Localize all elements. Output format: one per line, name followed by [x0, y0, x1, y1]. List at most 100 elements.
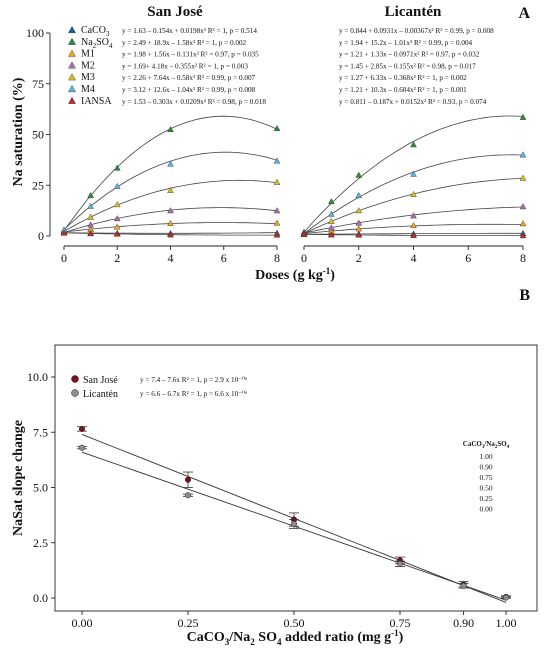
x-axis-label-b-b-sub: 2	[250, 637, 255, 647]
x-axis-label-b-b: /Na	[228, 630, 250, 645]
data-point-san-jose-6	[273, 231, 281, 238]
data-point-san-jose-5	[273, 157, 281, 164]
data-point-san-jose-5	[87, 202, 94, 209]
data-point-san-jose-4	[273, 178, 281, 185]
data-point-licanten-4	[328, 217, 335, 224]
y-tick-label-a: 100	[26, 26, 44, 40]
data-point-san-jose-2	[113, 223, 121, 230]
legend-label-6: IANSA	[81, 96, 112, 107]
ratio-legend-title: CaCO3/Na2SO4	[463, 440, 510, 450]
facet-title-san-jose: San José	[147, 4, 203, 20]
x-axis-label-b-e: )	[399, 630, 404, 645]
equation-san-jose-1: y = 2.49 + 18.9x – 1.58x² R² = 1, p = 0.…	[122, 39, 247, 47]
data-point-licanten-1	[410, 141, 417, 148]
equation-san-jose-3: y = 1.69+ 4.18x – 0.355x² R² = 1, p = 0.…	[122, 62, 248, 70]
legend-marker-4	[68, 73, 76, 81]
legend-label-2: M1	[81, 49, 95, 60]
x-axis-label-a: Doses (g kg-1)	[255, 266, 335, 283]
x-axis-label-a-sup: -1	[323, 266, 331, 276]
x-tick-label-san-jose: 6	[221, 251, 227, 265]
data-point-licanten-6	[300, 230, 308, 237]
legend-label-sub2: 4	[109, 42, 113, 50]
data-point-san-jose-3	[87, 221, 94, 228]
x-tick-label-san-jose: 0	[61, 251, 67, 265]
x-axis-label-b-a: CaCO	[187, 630, 225, 645]
data-point-licanten-2	[519, 220, 527, 227]
data-point-licanten-4	[519, 174, 527, 181]
data-point-san-jose-3	[273, 207, 281, 214]
y-tick-label-a: 75	[32, 77, 44, 91]
ratio-legend-title-a-sub: 3	[482, 445, 485, 450]
x-tick-label-b: 0.00	[72, 616, 93, 630]
x-tick-label-b: 0.25	[178, 616, 199, 630]
data-point-san-jose-5	[167, 160, 174, 167]
legend-label-text: IANSA	[81, 96, 112, 107]
legend-label-text: M2	[81, 60, 95, 71]
x-tick-label-san-jose: 8	[274, 251, 280, 265]
data-point-licanten-3	[519, 203, 527, 210]
data-point-licanten-3	[410, 212, 417, 219]
data-point-b-1	[460, 582, 467, 589]
x-tick-label-san-jose: 2	[114, 251, 120, 265]
data-point-licanten-1	[519, 113, 527, 120]
ratio-legend-item: 0.00	[479, 505, 492, 514]
data-point-b-1	[78, 444, 86, 451]
x-tick-label-licanten: 2	[356, 251, 362, 265]
legend-marker-6	[68, 96, 76, 104]
equation-san-jose-0: y = 1.63 – 0.154x + 0.0198x² R² = 1, p =…	[122, 27, 257, 35]
y-tick-label-b: 5.0	[33, 481, 48, 495]
data-point-licanten-2	[410, 222, 417, 229]
legend-label-sub: 3	[106, 30, 110, 38]
legend-label-text: CaCO	[81, 25, 106, 36]
data-point-san-jose-2	[273, 219, 281, 226]
equation-san-jose-2: y = 1.98 + 1.56x – 0.131x² R² = 0.97, p …	[122, 51, 259, 59]
x-tick-label-b: 0.90	[453, 616, 474, 630]
y-tick-label-a: 0	[38, 229, 44, 243]
data-point-san-jose-1	[87, 191, 94, 199]
data-point-licanten-1	[355, 171, 363, 178]
data-point-b-1	[184, 492, 192, 499]
legend-label-4: M3	[81, 72, 95, 83]
equation-licanten-2: y = 1.21 + 1.33x – 0.0971x² R² = 0.97, p…	[339, 51, 480, 59]
x-axis-label-b: CaCO3/Na2 SO4 added ratio (mg g-1)	[187, 628, 404, 647]
legend-label-3: M2	[81, 60, 95, 71]
panel-label-a: A	[518, 5, 530, 22]
data-point-b-1	[502, 594, 510, 601]
equation-b-0: y = 7.4 – 7.6x R² = 1, p = 2.9 x 10⁻⁰⁶	[140, 376, 248, 384]
equation-san-jose-5: y = 3.12 + 12.6x – 1.04x² R² = 0.99, p =…	[122, 86, 256, 94]
legend-label-text: M1	[81, 49, 95, 60]
equation-licanten-1: y = 1.94 + 15.2x – 1.01x² R² = 0.99, p =…	[339, 39, 473, 47]
x-axis-label-b-a-sub: 3	[225, 637, 230, 647]
ratio-legend-item: 0.25	[479, 494, 492, 503]
x-tick-label-licanten: 4	[411, 251, 417, 265]
legend-label-1: Na2SO4	[81, 37, 113, 50]
ratio-legend-title-b-sub: 2	[495, 445, 498, 450]
legend-label-sub: 2	[93, 42, 97, 50]
data-point-b-0	[184, 476, 192, 483]
x-axis-label-a-text: Doses (g kg	[255, 268, 323, 283]
y-tick-label-a: 50	[32, 128, 44, 142]
equation-b-1: y = 6.6 – 6.7x R² = 1, p = 6.6 x 10⁻⁰⁶	[140, 390, 248, 398]
ratio-legend-title-b: /Na	[483, 440, 495, 448]
data-point-san-jose-6	[60, 229, 68, 236]
equation-licanten-5: y = 1.21 + 10.3x – 0.684x² R² = 1, p = 0…	[339, 86, 467, 94]
data-point-san-jose-1	[113, 164, 121, 171]
data-point-san-jose-6	[113, 230, 121, 237]
legend-marker-1	[68, 37, 76, 45]
data-point-san-jose-1	[273, 124, 281, 132]
x-tick-label-licanten: 0	[301, 251, 307, 265]
data-point-san-jose-4	[167, 186, 174, 193]
data-point-licanten-6	[410, 231, 417, 238]
y-tick-label-b: 7.5	[33, 425, 48, 439]
legend-label-text: M4	[81, 84, 95, 95]
data-point-licanten-3	[355, 219, 363, 226]
data-point-b-1	[396, 560, 404, 567]
equation-san-jose-4: y = 2.26 + 7.64x – 0.58x² R² = 0.99, p =…	[122, 74, 256, 82]
data-point-licanten-3	[328, 224, 335, 231]
y-tick-label-a: 25	[32, 178, 44, 192]
panel-b-plot: 0.02.55.07.510.00.00 0.25 0.50 0.75 0.90 1.00…	[27, 370, 517, 630]
data-point-licanten-4	[355, 207, 363, 214]
ratio-legend-item: 0.90	[479, 463, 492, 472]
x-tick-label-b: 0.75	[390, 616, 411, 630]
